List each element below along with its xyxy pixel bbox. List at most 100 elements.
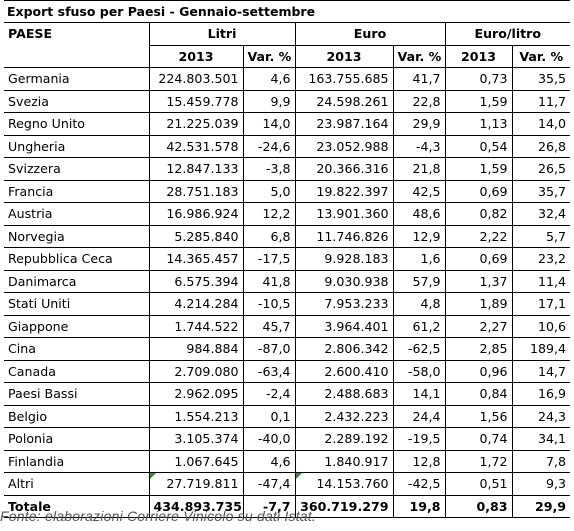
cell-el-var: 26,8 [512,135,571,158]
header-el-var: Var. % [512,45,571,68]
cell-euro-var: 1,6 [393,247,446,271]
cell-litri-var: 6,8 [243,225,296,248]
table-row: Svizzera 12.847.133 -3,8 20.366.316 21,8 1,59… [4,157,571,181]
cell-litri-var: -3,8 [243,157,296,181]
cell-el-var: 24,3 [512,405,571,428]
cell-el: 1,56 [445,405,513,428]
cell-el: 1,59 [445,90,513,113]
cell-country: Finlandia [4,450,150,473]
cell-euro: 23.052.988 [295,135,394,158]
header-group-litri: Litri [149,23,296,46]
cell-el-var: 14,7 [512,360,571,383]
cell-country: Giappone [4,315,150,338]
cell-country: Stati Uniti [4,292,150,316]
table-row: Altri 27.719.811 -47,4 14.153.760 -42,5 0,51 9… [4,472,571,496]
cell-litri: 4.214.284 [149,292,244,316]
cell-litri-var: -63,4 [243,360,296,383]
header-euro-year: 2013 [295,45,394,68]
cell-euro-var: 42,5 [393,180,446,203]
table-row: Regno Unito 21.225.039 14,0 23.987.164 29,9 1… [4,112,571,136]
cell-euro: 13.901.360 [295,202,394,226]
cell-el: 1,89 [445,292,513,316]
header-group-euro-litro: Euro/litro [445,23,571,46]
table-row: Canada 2.709.080 -63,4 2.600.410 -58,0 0,96 14… [4,360,571,383]
cell-el: 2,85 [445,337,513,361]
cell-euro-var: 61,2 [393,315,446,338]
cell-litri-var: -87,0 [243,337,296,361]
cell-litri-var: -7,7 [243,495,296,518]
table-row: Austria 16.986.924 12,2 13.901.360 48,6 0,82 3… [4,202,571,226]
cell-euro-var: 14,1 [393,382,446,406]
cell-euro: 1.840.917 [295,450,394,473]
cell-el: 0,83 [445,495,513,518]
cell-el-var: 26,5 [512,157,571,181]
cell-el-var: 29,9 [512,495,571,518]
cell-litri: 434.893.735 [149,495,244,518]
cell-el-var: 14,0 [512,112,571,136]
cell-country: Cina [4,337,150,361]
cell-country: Svezia [4,90,150,113]
cell-euro-var: 24,4 [393,405,446,428]
cell-litri: 2.962.095 [149,382,244,406]
cell-litri: 1.554.213 [149,405,244,428]
cell-euro-var: 22,8 [393,90,446,113]
header-euro-var: Var. % [393,45,446,68]
table-title: Export sfuso per Paesi - Gennaio-settemb… [4,0,570,23]
cell-litri-var: -10,5 [243,292,296,316]
table-row: Germania 224.803.501 4,6 163.755.685 41,7 0,7… [4,67,571,91]
cell-euro-var: 21,8 [393,157,446,181]
source-footnote: Fonte: elaborazioni Corriere Vinicolo su… [0,508,316,524]
cell-el: 1,72 [445,450,513,473]
table-row: Danimarca 6.575.394 41,8 9.030.938 57,9 1,37 1… [4,270,571,293]
cell-el-var: 32,4 [512,202,571,226]
cell-el: 0,51 [445,472,513,496]
cell-el-var: 11,7 [512,90,571,113]
cell-country: Norvegia [4,225,150,248]
header-litri-var: Var. % [243,45,296,68]
cell-el-var: 10,6 [512,315,571,338]
cell-euro: 163.755.685 [295,67,394,91]
cell-el-var: 5,7 [512,225,571,248]
cell-litri: 28.751.183 [149,180,244,203]
cell-el: 0,84 [445,382,513,406]
table-row: Polonia 3.105.374 -40,0 2.289.192 -19,5 0,74 3… [4,427,571,451]
cell-el-var: 189,4 [512,337,571,361]
cell-euro: 2.600.410 [295,360,394,383]
cell-country: Altri [4,472,150,496]
cell-euro-var: 29,9 [393,112,446,136]
cell-el: 0,74 [445,427,513,451]
total-row: Totale 434.893.735 -7,7 360.719.279 19,8 0,83… [4,495,571,518]
cell-litri: 42.531.578 [149,135,244,158]
cell-el: 0,69 [445,247,513,271]
cell-euro: 3.964.401 [295,315,394,338]
cell-el: 2,27 [445,315,513,338]
table-row: Belgio 1.554.213 0,1 2.432.223 24,4 1,56 24,3 [4,405,571,428]
table-row: Repubblica Ceca 14.365.457 -17,5 9.928.183 1… [4,247,571,271]
table-row: Stati Uniti 4.214.284 -10,5 7.953.233 4,8 1,8… [4,292,571,316]
cell-euro-var: 48,6 [393,202,446,226]
cell-litri: 984.884 [149,337,244,361]
cell-el: 0,69 [445,180,513,203]
header-paese: PAESE [4,23,150,68]
cell-litri-var: 14,0 [243,112,296,136]
cell-country: Polonia [4,427,150,451]
cell-euro: 2.432.223 [295,405,394,428]
cell-litri: 224.803.501 [149,67,244,91]
table-body: Germania 224.803.501 4,6 163.755.685 41,7 0,7… [4,67,571,518]
cell-litri: 15.459.778 [149,90,244,113]
cell-litri-var: 0,1 [243,405,296,428]
table-row: Paesi Bassi 2.962.095 -2,4 2.488.683 14,1 0,8… [4,382,571,406]
cell-euro: 19.822.397 [295,180,394,203]
cell-litri: 14.365.457 [149,247,244,271]
cell-euro: 360.719.279 [295,495,394,518]
cell-euro: 2.488.683 [295,382,394,406]
cell-euro: 2.289.192 [295,427,394,451]
cell-el: 1,59 [445,157,513,181]
export-table: PAESE Litri Euro Euro/litro 2013 Var. % … [4,23,571,518]
cell-country: Canada [4,360,150,383]
cell-litri: 2.709.080 [149,360,244,383]
cell-litri-var: 4,6 [243,450,296,473]
cell-country: Ungheria [4,135,150,158]
cell-country: Totale [4,495,150,518]
cell-el: 1,37 [445,270,513,293]
